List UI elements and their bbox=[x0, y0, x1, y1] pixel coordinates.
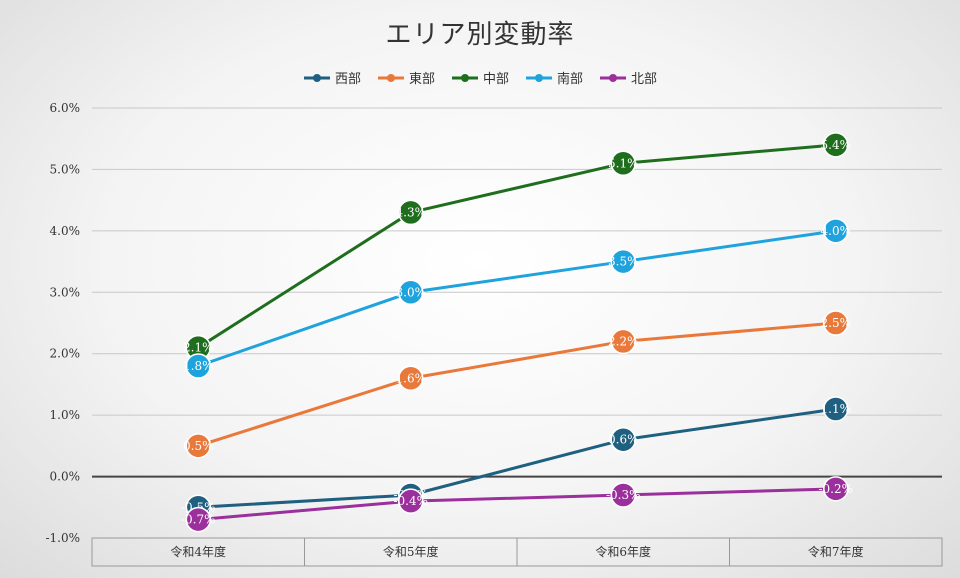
legend-item: 南部 bbox=[525, 68, 583, 87]
data-point bbox=[398, 279, 424, 306]
legend-item: 北部 bbox=[599, 68, 657, 87]
y-tick-label: 5.0% bbox=[50, 162, 81, 176]
data-label: 5.1% bbox=[608, 156, 639, 170]
data-label: 1.8% bbox=[183, 359, 214, 373]
data-label: -0.7% bbox=[181, 513, 216, 527]
series-line bbox=[197, 229, 836, 368]
legend-swatch bbox=[377, 73, 404, 82]
x-tick-label: 令和5年度 bbox=[383, 544, 439, 559]
data-point bbox=[610, 248, 636, 275]
data-point bbox=[610, 482, 636, 508]
series-line bbox=[197, 321, 836, 448]
legend-label: 東部 bbox=[408, 72, 435, 87]
y-tick-label: 4.0% bbox=[50, 224, 81, 238]
data-point bbox=[823, 310, 849, 336]
legend-swatch bbox=[451, 73, 478, 82]
legend-swatch bbox=[303, 73, 330, 82]
y-tick-label: 2.0% bbox=[50, 347, 81, 361]
data-label: 0.6% bbox=[608, 433, 639, 447]
data-label: 0.5% bbox=[183, 439, 214, 453]
data-point bbox=[823, 132, 849, 158]
legend-label: 南部 bbox=[557, 72, 584, 87]
data-point bbox=[823, 396, 849, 422]
data-point bbox=[823, 218, 849, 244]
series-line bbox=[198, 487, 836, 522]
x-tick-label: 令和6年度 bbox=[595, 544, 651, 559]
data-point bbox=[398, 199, 424, 226]
data-label: 2.5% bbox=[821, 316, 852, 330]
series-line bbox=[197, 143, 836, 349]
data-label: 3.0% bbox=[396, 285, 427, 299]
data-point bbox=[185, 506, 211, 533]
data-point bbox=[610, 426, 636, 453]
y-tick-label: 0.0% bbox=[50, 470, 81, 484]
data-label: 2.2% bbox=[608, 334, 639, 348]
data-label: 3.5% bbox=[608, 255, 639, 269]
series-line bbox=[198, 407, 836, 509]
y-tick-label: 1.0% bbox=[50, 408, 81, 422]
legend-swatch bbox=[526, 73, 552, 82]
data-label: 1.6% bbox=[396, 371, 427, 385]
data-point bbox=[185, 433, 211, 459]
data-label: 1.1% bbox=[821, 402, 852, 416]
legend-swatch bbox=[600, 73, 627, 82]
y-tick-label: -1.0% bbox=[45, 531, 80, 545]
data-label: 4.0% bbox=[821, 224, 852, 238]
y-tick-label: 6.0% bbox=[50, 101, 81, 115]
x-tick-label: 令和7年度 bbox=[808, 544, 864, 559]
y-tick-label: 3.0% bbox=[50, 285, 81, 299]
data-label: -0.2% bbox=[818, 482, 853, 496]
data-point bbox=[610, 328, 636, 355]
data-point bbox=[610, 150, 636, 177]
data-point bbox=[398, 365, 424, 392]
legend-item: 西部 bbox=[303, 68, 361, 87]
data-label: 2.1% bbox=[183, 341, 214, 355]
data-point bbox=[823, 476, 849, 502]
data-label: -0.4% bbox=[393, 494, 428, 508]
legend-item: 東部 bbox=[377, 68, 435, 87]
legend-label: 中部 bbox=[482, 72, 509, 87]
legend-label: 西部 bbox=[334, 72, 361, 87]
legend-label: 北部 bbox=[631, 72, 658, 87]
data-point bbox=[185, 353, 211, 379]
legend-item: 中部 bbox=[451, 68, 509, 87]
data-label: -0.3% bbox=[606, 488, 641, 502]
legend: 西部 東部 中部 南部 北部 bbox=[0, 68, 960, 87]
x-tick-label: 令和4年度 bbox=[170, 544, 226, 559]
data-point bbox=[398, 488, 424, 514]
chart-title: エリア別変動率 bbox=[385, 20, 575, 50]
data-label: 4.3% bbox=[396, 205, 427, 219]
data-label: 5.4% bbox=[821, 138, 852, 152]
